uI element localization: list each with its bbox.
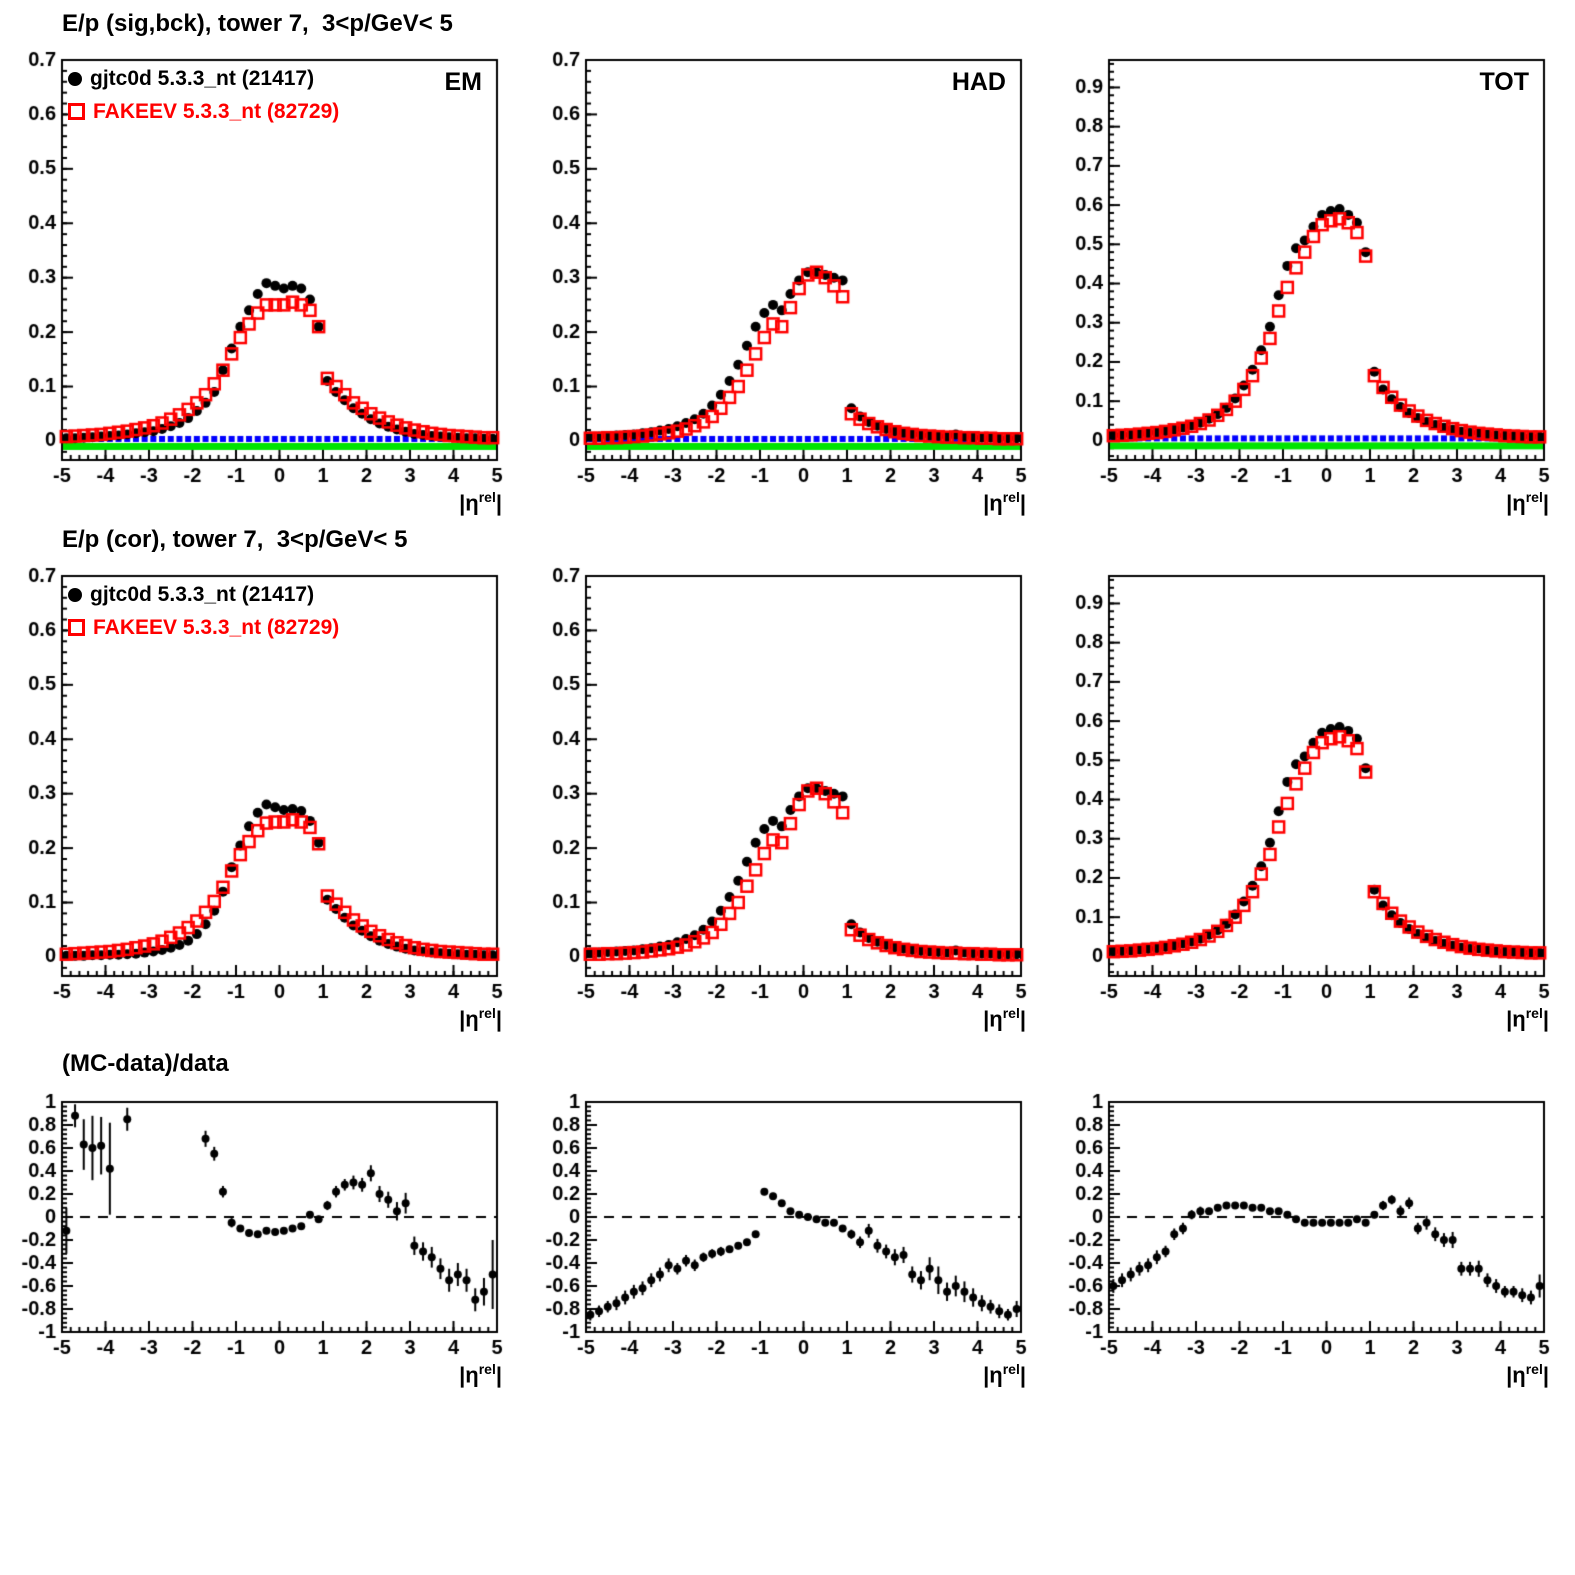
x-axis-label: |ηrel| <box>459 1360 502 1387</box>
row2-title: E/p (cor), tower 7, 3<p/GeV< 5 <box>62 526 408 553</box>
legend: gjtc0d 5.3.3_nt (21417) FAKEEV 5.3.3_nt … <box>68 62 339 128</box>
row1-title: E/p (sig,bck), tower 7, 3<p/GeV< 5 <box>62 10 453 37</box>
legend: gjtc0d 5.3.3_nt (21417) FAKEEV 5.3.3_nt … <box>68 578 339 644</box>
panel-ep-cor-em: gjtc0d 5.3.3_nt (21417) FAKEEV 5.3.3_nt … <box>6 556 518 1036</box>
plot-canvas-ep-cor-tot <box>1053 556 1565 1036</box>
open-square-icon <box>68 619 85 636</box>
corner-label-tot: TOT <box>1479 68 1529 96</box>
legend-entry-data: gjtc0d 5.3.3_nt (21417) <box>68 62 339 95</box>
row3-title: (MC-data)/data <box>62 1050 229 1077</box>
corner-label-had: HAD <box>951 68 1006 96</box>
legend-label-data: gjtc0d 5.3.3_nt (21417) <box>90 66 315 90</box>
x-axis-label: |ηrel| <box>983 1004 1026 1031</box>
corner-label-em: EM <box>444 68 483 96</box>
x-axis-label: |ηrel| <box>983 1360 1026 1387</box>
x-axis-label: |ηrel| <box>459 488 502 515</box>
x-axis-label: |ηrel| <box>983 488 1026 515</box>
plot-canvas-ratio-em <box>6 1082 518 1392</box>
plot-canvas-ep-cor-had <box>530 556 1042 1036</box>
legend-label-mc: FAKEEV 5.3.3_nt (82729) <box>93 615 340 639</box>
panel-ep-cor-tot: |ηrel| <box>1053 556 1565 1036</box>
x-axis-label: |ηrel| <box>1506 488 1549 515</box>
panel-ratio-had: |ηrel| <box>530 1082 1042 1392</box>
panel-ratio-em: |ηrel| <box>6 1082 518 1392</box>
plot-canvas-ratio-tot <box>1053 1082 1565 1392</box>
plot-canvas-ep-sigbck-tot <box>1053 40 1565 520</box>
legend-label-data: gjtc0d 5.3.3_nt (21417) <box>90 582 315 606</box>
panel-ep-sigbck-em: EM gjtc0d 5.3.3_nt (21417) FAKEEV 5.3.3_… <box>6 40 518 520</box>
filled-circle-icon <box>68 587 82 602</box>
panel-ep-sigbck-tot: TOT |ηrel| <box>1053 40 1565 520</box>
legend-entry-data: gjtc0d 5.3.3_nt (21417) <box>68 578 339 611</box>
x-axis-label: |ηrel| <box>459 1004 502 1031</box>
panel-ratio-tot: |ηrel| <box>1053 1082 1565 1392</box>
plot-canvas-ep-sigbck-had <box>530 40 1042 520</box>
x-axis-label: |ηrel| <box>1506 1360 1549 1387</box>
filled-circle-icon <box>68 71 82 86</box>
legend-label-mc: FAKEEV 5.3.3_nt (82729) <box>93 99 340 123</box>
plot-canvas-ep-sigbck-em <box>6 40 518 520</box>
legend-entry-mc: FAKEEV 5.3.3_nt (82729) <box>68 95 339 128</box>
panel-ep-sigbck-had: HAD |ηrel| <box>530 40 1042 520</box>
panel-ep-cor-had: |ηrel| <box>530 556 1042 1036</box>
plot-canvas-ep-cor-em <box>6 556 518 1036</box>
open-square-icon <box>68 103 85 120</box>
legend-entry-mc: FAKEEV 5.3.3_nt (82729) <box>68 611 339 644</box>
plot-canvas-ratio-had <box>530 1082 1042 1392</box>
x-axis-label: |ηrel| <box>1506 1004 1549 1031</box>
